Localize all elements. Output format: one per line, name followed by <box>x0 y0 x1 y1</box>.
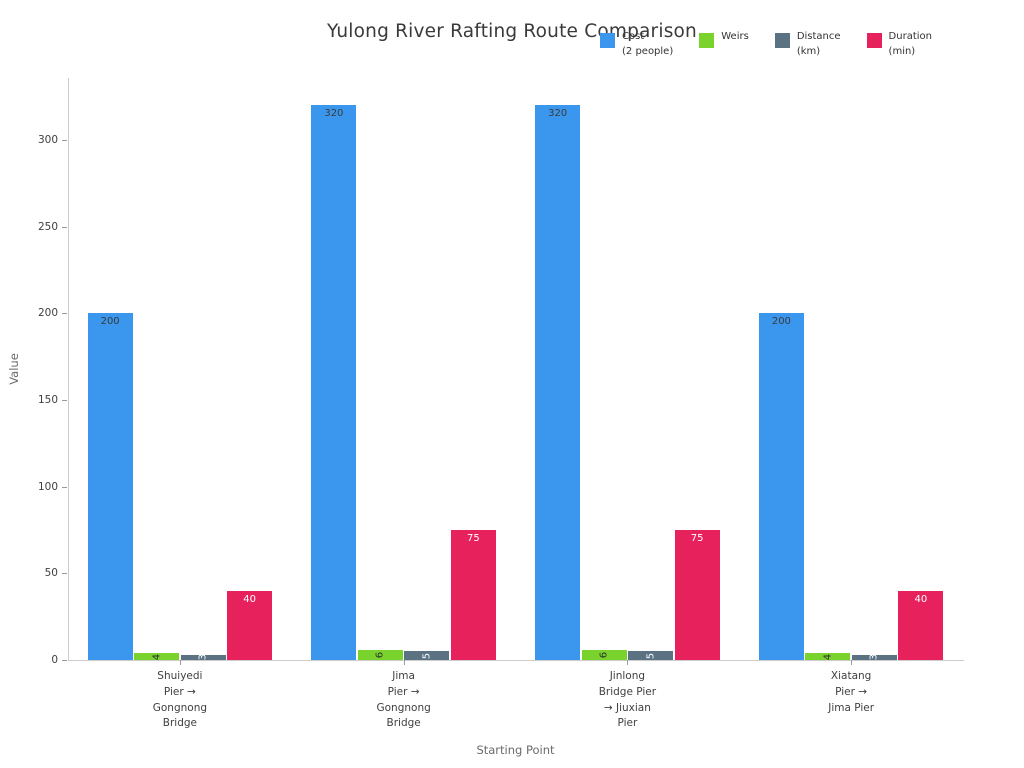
x-axis-title: Starting Point <box>476 743 555 757</box>
legend-item-duration: Duration (min) <box>866 29 932 59</box>
x-tick-label: Xiatang Pier → Jima Pier <box>828 670 875 714</box>
y-tick-label: 0 <box>51 654 58 666</box>
bar-cost-2-people-group-1: 200 <box>87 313 133 660</box>
legend-label-cost: Cost (2 people) <box>622 31 674 57</box>
y-tick-mark <box>62 140 67 141</box>
y-tick-mark <box>62 400 67 401</box>
x-tick-mark <box>179 660 181 665</box>
legend-item-cost: Cost (2 people) <box>600 29 673 59</box>
bar-weirs-group-3: 6 <box>581 649 627 660</box>
y-axis-title: Value <box>7 353 21 385</box>
legend-item-distance: Distance (km) <box>774 29 841 59</box>
y-tick-label: 200 <box>37 307 58 320</box>
legend: Cost (2 people) Weirs Distance (km) Dura… <box>600 29 932 59</box>
bar-duration-min-group-4: 40 <box>898 590 944 660</box>
bar-duration-min-group-1: 40 <box>227 590 273 660</box>
bar-value-label: 40 <box>243 593 256 605</box>
x-tick-mark <box>403 660 405 665</box>
bar-value-label: 6 <box>374 651 386 658</box>
bar-weirs-group-2: 6 <box>357 649 403 660</box>
legend-label-duration: Duration (min) <box>888 31 932 57</box>
legend-label-weirs: Weirs <box>721 31 749 42</box>
bar-value-label: 40 <box>914 593 928 605</box>
bar-duration-min-group-3: 75 <box>674 530 720 660</box>
bar-cost-2-people-group-2: 320 <box>311 105 357 660</box>
legend-swatch-duration-icon <box>866 33 882 48</box>
bar-value-label: 4 <box>151 653 163 660</box>
bar-value-label: 6 <box>598 651 610 658</box>
bar-value-label: 320 <box>324 108 344 120</box>
bar-value-label: 75 <box>690 533 704 544</box>
x-axis-line <box>68 660 964 661</box>
legend-swatch-cost-icon <box>600 33 615 48</box>
y-tick-label: 150 <box>37 394 58 406</box>
bar-distance-km-group-4: 3 <box>851 654 897 660</box>
legend-label-distance: Distance (km) <box>796 31 841 57</box>
x-tick-label: Jima Pier → Gongnong Bridge <box>376 670 431 730</box>
bar-weirs-group-1: 4 <box>134 653 180 660</box>
bar-weirs-group-4: 4 <box>805 653 851 660</box>
bar-value-label: 320 <box>548 108 568 120</box>
y-tick-mark <box>62 486 67 488</box>
y-tick-mark <box>62 573 67 575</box>
bar-value-label: 200 <box>771 316 791 328</box>
bar-value-label: 4 <box>822 653 834 660</box>
y-tick-mark <box>62 660 67 661</box>
legend-item-weirs: Weirs <box>699 29 749 48</box>
bar-cost-2-people-group-4: 200 <box>758 313 804 660</box>
legend-swatch-weirs-icon <box>699 33 715 48</box>
bar-value-label: 3 <box>868 654 880 660</box>
bar-value-label: 5 <box>645 652 657 659</box>
bar-value-label: 5 <box>421 652 433 659</box>
bar-value-label: 200 <box>100 316 120 328</box>
legend-swatch-distance-icon <box>774 33 790 48</box>
bar-duration-min-group-2: 75 <box>450 530 496 660</box>
y-tick-label: 250 <box>37 220 58 233</box>
y-axis-line <box>68 78 69 660</box>
y-tick-mark <box>62 313 67 315</box>
bar-distance-km-group-3: 5 <box>628 651 674 660</box>
x-tick-mark <box>627 660 629 665</box>
bar-value-label: 75 <box>467 533 480 544</box>
y-tick-mark <box>62 226 67 228</box>
bar-cost-2-people-group-3: 320 <box>535 105 581 660</box>
y-tick-label: 100 <box>37 480 58 493</box>
x-tick-label: Shuiyedi Pier → Gongnong Bridge <box>152 670 208 730</box>
x-tick-label: Jinlong Bridge Pier → Jiuxian Pier <box>598 670 657 730</box>
x-tick-mark <box>851 660 853 665</box>
bar-distance-km-group-1: 3 <box>180 654 226 660</box>
y-tick-label: 300 <box>37 134 58 146</box>
y-tick-label: 50 <box>44 567 58 580</box>
bar-distance-km-group-2: 5 <box>404 651 450 660</box>
bar-value-label: 3 <box>197 654 209 660</box>
